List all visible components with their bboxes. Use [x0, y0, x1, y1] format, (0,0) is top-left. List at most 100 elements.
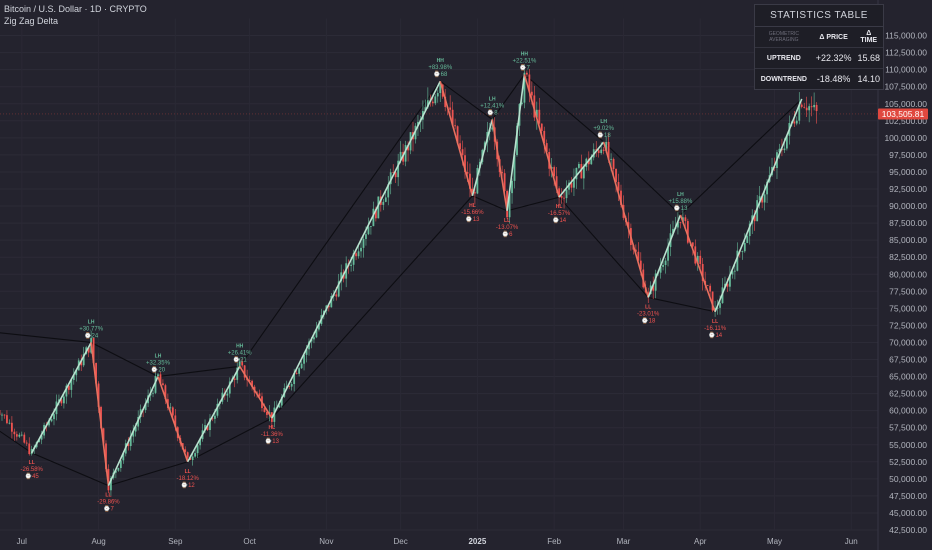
candle — [431, 97, 434, 107]
candle — [384, 191, 387, 203]
candle — [758, 185, 761, 209]
svg-text:⌚12: ⌚12 — [181, 481, 196, 489]
svg-text:⌚20: ⌚20 — [151, 366, 166, 374]
statistics-header-row: GEOMETRIC AVERAGING Δ PRICE Δ TIME — [755, 27, 883, 48]
price-tick-label: 65,000.00 — [889, 372, 927, 382]
zigzag-down-segment — [602, 141, 649, 298]
price-tick-label: 112,500.00 — [885, 48, 927, 58]
svg-text:+15.88%: +15.88% — [668, 199, 693, 205]
candle — [464, 147, 466, 179]
price-tick-label: 50,000.00 — [889, 474, 927, 484]
price-tick-label: 95,000.00 — [889, 167, 927, 177]
price-tick-label: 82,500.00 — [889, 252, 927, 262]
candle — [664, 258, 667, 274]
grid-layer — [0, 18, 878, 531]
time-tick-label: May — [767, 537, 782, 546]
candle — [164, 383, 167, 405]
delta-price-value: +22.32% — [812, 47, 855, 69]
candle — [87, 347, 90, 358]
svg-text:+12.41%: +12.41% — [480, 103, 505, 109]
pivot-label: LH+30.77%⌚24 — [79, 319, 104, 339]
price-tick-label: 57,500.00 — [889, 423, 927, 433]
price-column-header: Δ PRICE — [812, 27, 855, 48]
candle — [729, 265, 731, 292]
candle — [803, 102, 806, 109]
price-tick-label: 105,000.00 — [884, 99, 927, 109]
pivot-label: HH+26.41%⌚21 — [228, 343, 253, 363]
candle — [243, 365, 246, 381]
svg-text:⌚13: ⌚13 — [265, 437, 280, 445]
candle — [731, 270, 734, 279]
candle — [10, 416, 13, 439]
zigzag-up-segment — [714, 98, 803, 313]
time-tick-label: Sep — [168, 537, 183, 546]
candle — [741, 250, 744, 260]
zigzag-up-segment — [558, 141, 605, 198]
candle — [701, 258, 704, 291]
candle — [469, 163, 471, 198]
svg-text:+83.98%: +83.98% — [428, 65, 453, 71]
candle — [776, 149, 778, 179]
time-axis[interactable]: Jul Aug Sep Oct Nov Dec 2025 Feb Mar Apr May Jun — [17, 537, 858, 546]
pivot-label: LL-13.07%⌚6 — [496, 218, 519, 238]
candle — [228, 377, 231, 398]
candle — [129, 430, 132, 451]
pivot-label: LH+9.02%⌚18 — [593, 119, 614, 139]
zigzag-up-segment — [271, 80, 441, 419]
zigzag-down-segment — [90, 342, 110, 486]
candle — [785, 135, 788, 151]
svg-text:⌚7: ⌚7 — [103, 505, 114, 513]
time-column-header: Δ TIME — [854, 27, 883, 48]
candle — [258, 389, 261, 398]
svg-text:LH: LH — [88, 319, 95, 325]
corner-cell: GEOMETRIC AVERAGING — [755, 27, 813, 48]
price-tick-label: 72,500.00 — [889, 320, 927, 330]
time-tick-label: 2025 — [468, 537, 486, 546]
pivot-label: LL-23.01%⌚18 — [637, 304, 660, 324]
svg-text:⌚68: ⌚68 — [433, 70, 448, 78]
candle — [573, 168, 575, 197]
svg-text:⌚24: ⌚24 — [84, 331, 99, 339]
svg-text:-11.36%: -11.36% — [261, 432, 284, 438]
candle — [575, 167, 578, 189]
zigzag-down-segment — [239, 365, 273, 419]
statistics-row-downtrend: DOWNTREND -18.48% 14.10 — [755, 69, 883, 90]
pivot-label: HL-16.57%⌚14 — [548, 204, 571, 224]
price-axis[interactable]: 42,500.00 45,000.00 47,500.00 50,000.00 52,5… — [877, 0, 927, 550]
svg-text:⌚13: ⌚13 — [673, 204, 688, 212]
zigzag-down-segment — [523, 74, 560, 198]
candle — [526, 70, 528, 78]
candle — [340, 264, 343, 291]
statistics-row-uptrend: UPTREND +22.32% 15.68 — [755, 47, 883, 69]
candle — [62, 393, 65, 409]
candle — [733, 264, 736, 280]
pivot-label: LL-29.86%⌚7 — [97, 493, 120, 513]
svg-text:HH: HH — [437, 58, 445, 64]
zigzag-up-segment — [647, 214, 682, 298]
svg-text:HH: HH — [521, 51, 529, 57]
svg-text:⌚6: ⌚6 — [502, 230, 513, 238]
candle — [194, 449, 197, 459]
candle — [511, 178, 513, 204]
indicator-name[interactable]: Zig Zag Delta — [4, 16, 59, 26]
svg-text:LL: LL — [645, 304, 651, 310]
svg-text:⌚45: ⌚45 — [25, 472, 40, 480]
pivot-labels-layer: LL-26.58%⌚45LH+30.77%⌚24LL-29.86%⌚7LH+32… — [21, 51, 727, 512]
candle — [439, 83, 442, 103]
svg-text:103,505.81: 103,505.81 — [882, 109, 925, 119]
candle — [815, 102, 818, 124]
symbol-title[interactable]: Bitcoin / U.S. Dollar · 1D · CRYPTO — [4, 4, 147, 14]
candle — [592, 143, 595, 161]
time-tick-label: Apr — [694, 537, 707, 546]
lower-envelope-line — [0, 195, 716, 487]
candle — [72, 368, 75, 385]
price-tick-label: 70,000.00 — [889, 337, 927, 347]
candle — [654, 269, 657, 299]
svg-text:⌚14: ⌚14 — [552, 216, 567, 224]
candle — [560, 188, 563, 204]
price-tick-label: 92,500.00 — [889, 184, 927, 194]
candle — [602, 147, 605, 155]
candle — [550, 158, 553, 178]
candle — [23, 432, 26, 444]
